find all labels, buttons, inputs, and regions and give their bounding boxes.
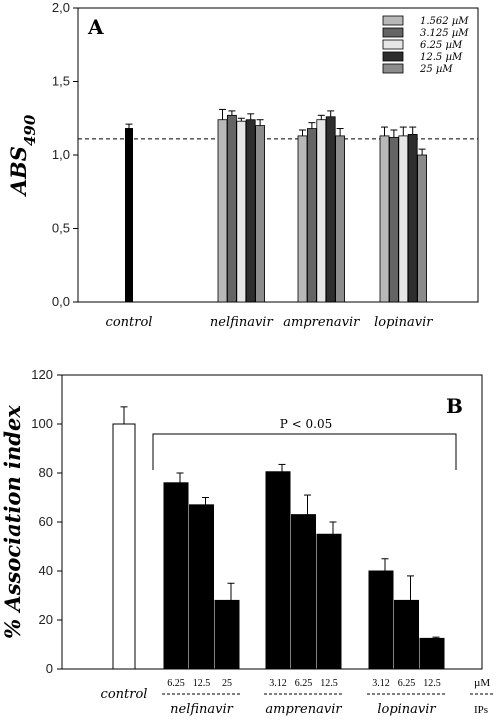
panel-a-bar <box>398 135 409 303</box>
panel-b-ytick-label: 120 <box>31 367 53 382</box>
panel-b-ips-label: IPs <box>474 704 488 716</box>
panel-b-ytick-label: 20 <box>39 612 53 627</box>
panel-b-bar <box>163 482 189 670</box>
panel-b-ylabel: % Association index <box>0 405 25 639</box>
panel-b-ytick-label: 80 <box>39 465 53 480</box>
panel-a-category-label: lopinavir <box>374 315 433 330</box>
panel-a-legend-label: 12.5 µM <box>420 52 463 63</box>
panel-a-legend-label: 6.25 µM <box>420 40 463 51</box>
panel-a-letter: A <box>87 15 104 39</box>
panel-b-bar <box>368 570 394 670</box>
panel-b-unit-label: µM <box>474 677 490 689</box>
panel-b-ytick-label: 60 <box>39 514 53 529</box>
panel-b-bar <box>394 599 419 670</box>
panel-a-ytick-label: 1,5 <box>52 74 70 89</box>
panel-b-dose-label: 3.12 <box>372 678 390 689</box>
panel-b-letter: B <box>446 394 463 418</box>
panel-b-significance-bracket <box>152 433 457 470</box>
panel-a-ylabel-main: ABS <box>6 146 31 197</box>
panel-b-bar <box>265 471 291 670</box>
panel-b-dose-label: 6.25 <box>398 678 416 689</box>
panel-a-legend-label: 25 µM <box>419 64 453 75</box>
panel-b-bar <box>419 637 445 670</box>
panel-a-bar <box>417 154 428 303</box>
panel-a-bar <box>236 120 247 303</box>
panel-a-category-label: nelfinavir <box>210 315 274 330</box>
panel-a-ytick-label: 2,0 <box>52 0 70 15</box>
panel-b-ytick-label: 100 <box>31 416 53 431</box>
panel-a-category-label: amprenavir <box>283 315 360 330</box>
panel-a-ytick-label: 1,0 <box>52 147 70 162</box>
panel-b-ytick-label: 40 <box>39 563 53 578</box>
panel-a-bar <box>217 119 228 303</box>
panel-b-dose-label: 3.12 <box>269 678 287 689</box>
panel-b-bar <box>189 504 214 670</box>
panel-a-ytick-label: 0,0 <box>52 294 70 309</box>
panel-a-bar <box>226 114 237 303</box>
panel-a-bar <box>306 128 317 303</box>
panel-a-category-label: control <box>106 315 153 330</box>
panel-a-bar <box>379 135 390 303</box>
panel-a-bar <box>245 119 256 303</box>
panel-b-bar <box>316 533 342 670</box>
panel-b-bar-control <box>112 423 136 670</box>
panel-a-ylabel: ABS490 <box>6 114 39 197</box>
panel-a-bar <box>255 125 266 303</box>
panel-b-dose-label: 12.5 <box>193 678 211 689</box>
panel-a-legend-swatch <box>382 51 404 62</box>
panel-a-bar <box>388 136 399 303</box>
panel-a-legend-swatch <box>382 63 404 74</box>
panel-a-legend-swatch <box>382 27 404 38</box>
panel-a-legend-swatch <box>382 39 404 50</box>
panel-a-bar <box>297 135 308 303</box>
panel-a-bar <box>335 135 346 303</box>
panel-b-control-label: control <box>101 687 148 702</box>
panel-b-group-label: nelfinavir <box>170 702 234 717</box>
panel-b-pvalue: P < 0.05 <box>280 417 332 431</box>
panel-a-bar <box>407 134 418 303</box>
panel-a-bar <box>325 116 336 303</box>
panel-a-legend-label: 1.562 µM <box>420 16 469 27</box>
panel-b-dose-label: 6.25 <box>295 678 313 689</box>
panel-b-dose-label: 12.5 <box>320 678 338 689</box>
panel-b-bar <box>291 514 316 670</box>
panel-b-bar <box>214 599 240 670</box>
panel-b-dose-label: 6.25 <box>167 678 185 689</box>
panel-a-ytick-label: 0,5 <box>52 221 70 236</box>
panel-b-dose-label: 25 <box>222 678 232 689</box>
panel-b-ytick-label: 0 <box>46 661 53 676</box>
panel-a-legend-label: 3.125 µM <box>420 28 469 39</box>
panel-a-ylabel-sub: 490 <box>21 114 39 146</box>
panel-b-group-label: lopinavir <box>377 702 436 717</box>
panel-b-dose-label: 12.5 <box>423 678 441 689</box>
panel-a-legend-swatch <box>382 15 404 26</box>
panel-b-group-label: amprenavir <box>265 702 342 717</box>
panel-a-bar <box>316 119 327 303</box>
panel-a-bar-control <box>125 128 133 303</box>
